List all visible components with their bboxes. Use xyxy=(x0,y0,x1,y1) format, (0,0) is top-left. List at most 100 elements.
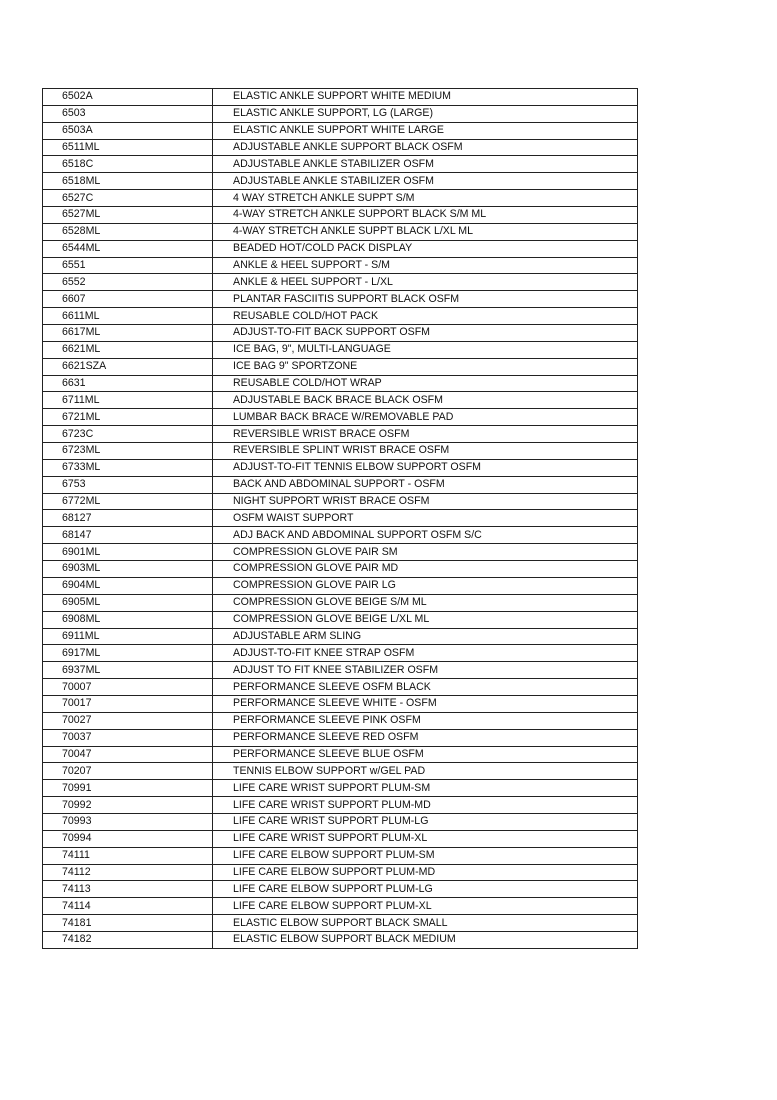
table-row: 70027 PERFORMANCE SLEEVE PINK OSFM xyxy=(42,711,638,730)
product-code-cell: 6711ML xyxy=(42,391,213,410)
product-code-cell: 6753 xyxy=(42,475,213,494)
product-description-cell: NIGHT SUPPORT WRIST BRACE OSFM xyxy=(212,492,638,511)
table-row: 6502A ELASTIC ANKLE SUPPORT WHITE MEDIUM xyxy=(42,88,638,106)
product-code-cell: 6621SZA xyxy=(42,357,213,376)
product-description-cell: ADJUST-TO-FIT KNEE STRAP OSFM xyxy=(212,644,638,663)
product-description-cell: OSFM WAIST SUPPORT xyxy=(212,509,638,528)
product-description-cell: LIFE CARE ELBOW SUPPORT PLUM-SM xyxy=(212,846,638,865)
table-row: 6621ML ICE BAG, 9", MULTI-LANGUAGE xyxy=(42,340,638,359)
product-description-cell: REVERSIBLE WRIST BRACE OSFM xyxy=(212,425,638,444)
table-row: 74111 LIFE CARE ELBOW SUPPORT PLUM-SM xyxy=(42,846,638,865)
table-row: 6503A ELASTIC ANKLE SUPPORT WHITE LARGE xyxy=(42,121,638,140)
table-row: 70047 PERFORMANCE SLEEVE BLUE OSFM xyxy=(42,745,638,764)
product-code-cell: 74111 xyxy=(42,846,213,865)
table-row: 70037 PERFORMANCE SLEEVE RED OSFM xyxy=(42,728,638,747)
product-code-cell: 6607 xyxy=(42,290,213,309)
product-code-cell: 6527C xyxy=(42,189,213,208)
product-code-cell: 6911ML xyxy=(42,627,213,646)
table-row: 6917ML ADJUST-TO-FIT KNEE STRAP OSFM xyxy=(42,644,638,663)
product-description-cell: PLANTAR FASCIITIS SUPPORT BLACK OSFM xyxy=(212,290,638,309)
product-code-cell: 68127 xyxy=(42,509,213,528)
product-code-cell: 70994 xyxy=(42,829,213,848)
product-code-cell: 6733ML xyxy=(42,458,213,477)
product-description-cell: 4 WAY STRETCH ANKLE SUPPT S/M xyxy=(212,189,638,208)
table-row: 6903ML COMPRESSION GLOVE PAIR MD xyxy=(42,560,638,578)
product-code-cell: 74112 xyxy=(42,863,213,882)
table-row: 74114 LIFE CARE ELBOW SUPPORT PLUM-XL xyxy=(42,897,638,916)
product-code-cell: 6723ML xyxy=(42,442,213,460)
product-description-cell: COMPRESSION GLOVE BEIGE L/XL ML xyxy=(212,610,638,629)
product-code-cell: 6503A xyxy=(42,121,213,140)
table-row: 6611ML REUSABLE COLD/HOT PACK xyxy=(42,307,638,326)
product-description-cell: ANKLE & HEEL SUPPORT - L/XL xyxy=(212,273,638,292)
table-row: 6723C REVERSIBLE WRIST BRACE OSFM xyxy=(42,425,638,444)
table-row: 6528ML 4-WAY STRETCH ANKLE SUPPT BLACK L/… xyxy=(42,222,638,241)
product-code-cell: 6723C xyxy=(42,425,213,444)
product-description-cell: TENNIS ELBOW SUPPORT w/GEL PAD xyxy=(212,762,638,781)
table-row: 74113 LIFE CARE ELBOW SUPPORT PLUM-LG xyxy=(42,880,638,899)
table-row: 6733ML ADJUST-TO-FIT TENNIS ELBOW SUPPORT… xyxy=(42,458,638,477)
product-description-cell: ELASTIC ANKLE SUPPORT WHITE MEDIUM xyxy=(212,88,638,106)
product-description-cell: BACK AND ABDOMINAL SUPPORT - OSFM xyxy=(212,475,638,494)
table-row: 70992 LIFE CARE WRIST SUPPORT PLUM-MD xyxy=(42,796,638,814)
product-description-cell: COMPRESSION GLOVE PAIR LG xyxy=(212,576,638,595)
product-description-cell: REUSABLE COLD/HOT PACK xyxy=(212,307,638,326)
product-code-cell: 6631 xyxy=(42,374,213,393)
product-code-cell: 74114 xyxy=(42,897,213,916)
product-code-cell: 70007 xyxy=(42,678,213,696)
product-code-cell: 6917ML xyxy=(42,644,213,663)
product-code-cell: 70992 xyxy=(42,796,213,814)
table-row: 6552 ANKLE & HEEL SUPPORT - L/XL xyxy=(42,273,638,292)
table-row: 74181 ELASTIC ELBOW SUPPORT BLACK SMALL xyxy=(42,914,638,932)
product-description-cell: LUMBAR BACK BRACE W/REMOVABLE PAD xyxy=(212,408,638,427)
table-row: 6911ML ADJUSTABLE ARM SLING xyxy=(42,627,638,646)
product-code-cell: 6518ML xyxy=(42,172,213,191)
table-row: 70991 LIFE CARE WRIST SUPPORT PLUM-SM xyxy=(42,779,638,798)
product-code-cell: 6937ML xyxy=(42,661,213,680)
product-description-cell: 4-WAY STRETCH ANKLE SUPPORT BLACK S/M ML xyxy=(212,206,638,224)
product-description-cell: LIFE CARE WRIST SUPPORT PLUM-LG xyxy=(212,812,638,831)
table-row: 6527C 4 WAY STRETCH ANKLE SUPPT S/M xyxy=(42,189,638,208)
product-description-cell: LIFE CARE WRIST SUPPORT PLUM-MD xyxy=(212,796,638,814)
product-code-cell: 6528ML xyxy=(42,222,213,241)
product-description-cell: ADJUSTABLE BACK BRACE BLACK OSFM xyxy=(212,391,638,410)
table-row: 68147 ADJ BACK AND ABDOMINAL SUPPORT OSFM… xyxy=(42,526,638,545)
product-description-cell: ELASTIC ANKLE SUPPORT, LG (LARGE) xyxy=(212,104,638,123)
product-description-cell: COMPRESSION GLOVE PAIR SM xyxy=(212,543,638,562)
product-code-cell: 6904ML xyxy=(42,576,213,595)
table-row: 6511ML ADJUSTABLE ANKLE SUPPORT BLACK OSF… xyxy=(42,138,638,157)
product-code-cell: 70207 xyxy=(42,762,213,781)
product-code-cell: 6552 xyxy=(42,273,213,292)
table-row: 68127 OSFM WAIST SUPPORT xyxy=(42,509,638,528)
product-description-cell: COMPRESSION GLOVE PAIR MD xyxy=(212,560,638,578)
product-code-cell: 70991 xyxy=(42,779,213,798)
product-description-cell: BEADED HOT/COLD PACK DISPLAY xyxy=(212,239,638,258)
product-code-cell: 6721ML xyxy=(42,408,213,427)
table-row: 70007 PERFORMANCE SLEEVE OSFM BLACK xyxy=(42,678,638,696)
table-row: 6905ML COMPRESSION GLOVE BEIGE S/M ML xyxy=(42,593,638,612)
product-code-cell: 6511ML xyxy=(42,138,213,157)
table-row: 70207 TENNIS ELBOW SUPPORT w/GEL PAD xyxy=(42,762,638,781)
product-table: 6502A ELASTIC ANKLE SUPPORT WHITE MEDIUM 6… xyxy=(42,88,638,949)
product-description-cell: PERFORMANCE SLEEVE RED OSFM xyxy=(212,728,638,747)
product-description-cell: ADJUSTABLE ANKLE SUPPORT BLACK OSFM xyxy=(212,138,638,157)
table-row: 74112 LIFE CARE ELBOW SUPPORT PLUM-MD xyxy=(42,863,638,882)
product-description-cell: PERFORMANCE SLEEVE PINK OSFM xyxy=(212,711,638,730)
product-description-cell: ELASTIC ANKLE SUPPORT WHITE LARGE xyxy=(212,121,638,140)
product-description-cell: REVERSIBLE SPLINT WRIST BRACE OSFM xyxy=(212,442,638,460)
table-row: 6711ML ADJUSTABLE BACK BRACE BLACK OSFM xyxy=(42,391,638,410)
product-code-cell: 6905ML xyxy=(42,593,213,612)
product-code-cell: 6544ML xyxy=(42,239,213,258)
product-description-cell: REUSABLE COLD/HOT WRAP xyxy=(212,374,638,393)
product-code-cell: 70047 xyxy=(42,745,213,764)
table-row: 6551 ANKLE & HEEL SUPPORT - S/M xyxy=(42,256,638,275)
table-row: 70994 LIFE CARE WRIST SUPPORT PLUM-XL xyxy=(42,829,638,848)
table-row: 6607 PLANTAR FASCIITIS SUPPORT BLACK OSFM xyxy=(42,290,638,309)
table-row: 6631 REUSABLE COLD/HOT WRAP xyxy=(42,374,638,393)
product-description-cell: ADJUSTABLE ARM SLING xyxy=(212,627,638,646)
product-code-cell: 70037 xyxy=(42,728,213,747)
product-code-cell: 6611ML xyxy=(42,307,213,326)
product-description-cell: PERFORMANCE SLEEVE OSFM BLACK xyxy=(212,678,638,696)
table-row: 6721ML LUMBAR BACK BRACE W/REMOVABLE PAD xyxy=(42,408,638,427)
table-row: 6617ML ADJUST-TO-FIT BACK SUPPORT OSFM xyxy=(42,324,638,342)
